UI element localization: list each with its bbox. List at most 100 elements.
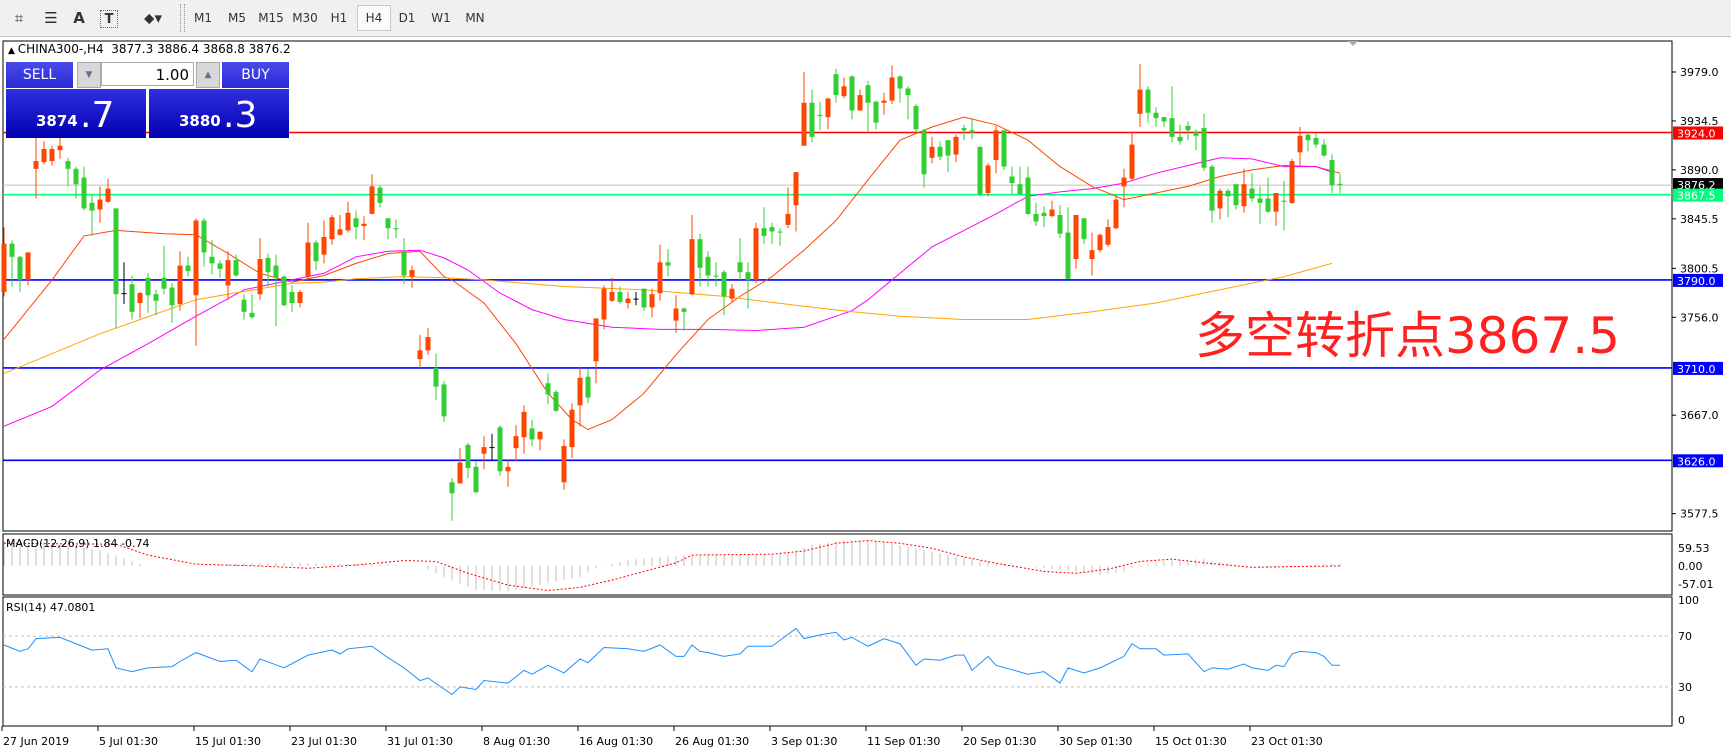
buy-price[interactable]: 3880 .3 xyxy=(149,89,289,138)
candle xyxy=(417,334,423,368)
timeframe-w1[interactable]: W1 xyxy=(431,11,451,25)
sell-price[interactable]: 3874 .7 xyxy=(6,89,146,138)
candle xyxy=(465,442,471,478)
candle-body xyxy=(1273,193,1279,212)
candle xyxy=(361,216,367,241)
candle-body xyxy=(425,337,431,351)
candle xyxy=(849,75,855,120)
candle-body xyxy=(545,383,551,395)
candle-body xyxy=(1161,117,1167,122)
candle xyxy=(1081,218,1087,244)
candle xyxy=(1217,188,1223,220)
candle xyxy=(473,461,479,494)
candle xyxy=(241,294,247,320)
timeframe-h4[interactable]: H4 xyxy=(357,5,391,31)
candle-body xyxy=(161,277,167,289)
lot-decrease-button[interactable]: ▼ xyxy=(77,62,101,88)
candle-body xyxy=(897,76,903,89)
elliott-wave-icon[interactable]: ⌗ xyxy=(14,9,24,27)
timeframe-m30[interactable]: M30 xyxy=(292,11,318,25)
candle xyxy=(633,292,639,306)
lot-size-input[interactable]: 1.00 xyxy=(101,62,194,86)
arrows-icon[interactable]: ⬥▾ xyxy=(143,9,163,27)
candle-body xyxy=(1185,125,1191,131)
candle xyxy=(1,227,7,297)
candle xyxy=(1297,127,1303,166)
candle xyxy=(841,77,847,99)
candle-body xyxy=(881,100,887,103)
candle xyxy=(137,292,143,319)
lot-increase-button[interactable]: ▲ xyxy=(196,62,220,88)
candle xyxy=(921,129,927,188)
timeframe-m15[interactable]: M15 xyxy=(258,11,284,25)
candle xyxy=(249,294,255,319)
candle xyxy=(425,328,431,355)
candle-body xyxy=(913,106,919,130)
candle xyxy=(705,251,711,287)
date-axis-label: 3 Sep 01:30 xyxy=(771,735,837,748)
candle xyxy=(1273,193,1279,226)
candle xyxy=(97,186,103,223)
macd-axis-label: -57.01 xyxy=(1678,578,1713,591)
candle-body xyxy=(361,223,367,226)
candle-body xyxy=(937,146,943,157)
candle xyxy=(617,286,623,305)
candle-body xyxy=(513,436,519,449)
timeframe-d1[interactable]: D1 xyxy=(398,11,416,25)
candle xyxy=(81,166,87,211)
candle xyxy=(689,215,695,296)
fibonacci-icon[interactable]: ☰ xyxy=(44,9,58,27)
candle-body xyxy=(433,367,439,387)
candle-body xyxy=(705,256,711,276)
moving-average-ma_fast xyxy=(3,116,1341,431)
candle xyxy=(497,425,503,476)
candle-body xyxy=(481,447,487,454)
symbol-ohlc: CHINA300-,H4 3877.3 3886.4 3868.8 3876.2 xyxy=(17,42,291,56)
timeframe-m5[interactable]: M5 xyxy=(228,11,246,25)
candle xyxy=(369,174,375,214)
candle-body xyxy=(1313,138,1319,145)
candle-body xyxy=(905,88,911,96)
candle-body xyxy=(569,409,575,448)
buy-button[interactable]: BUY xyxy=(222,62,289,88)
candle-body xyxy=(369,186,375,214)
candle-body xyxy=(145,277,151,296)
candle xyxy=(1073,215,1079,269)
candle-body xyxy=(201,220,207,253)
candle xyxy=(881,92,887,115)
candle-body xyxy=(465,444,471,468)
timeframe-h1[interactable]: H1 xyxy=(330,11,348,25)
timeframe-m1[interactable]: M1 xyxy=(194,11,212,25)
candle-body xyxy=(1289,161,1295,203)
candle xyxy=(1049,200,1055,218)
candle-body xyxy=(1041,212,1047,217)
text-label-icon[interactable]: T xyxy=(100,10,118,28)
candle-body xyxy=(1265,198,1271,212)
candle xyxy=(681,307,687,331)
candle-body xyxy=(417,350,423,360)
sell-price-pips: .7 xyxy=(80,95,115,136)
candle-body xyxy=(673,308,679,321)
candle-body xyxy=(729,288,735,299)
timeframe-mn[interactable]: MN xyxy=(465,11,485,25)
candle-body xyxy=(849,76,855,111)
candle-body xyxy=(1105,227,1111,245)
candle-body xyxy=(89,202,95,211)
candle-body xyxy=(193,220,199,296)
candle xyxy=(409,265,415,288)
collapse-triangle-icon[interactable]: ▲ xyxy=(8,46,18,56)
candle xyxy=(1233,184,1239,210)
candle-body xyxy=(25,252,31,280)
candle-body xyxy=(1241,184,1247,207)
candle xyxy=(817,101,823,131)
date-axis-label: 20 Sep 01:30 xyxy=(963,735,1036,748)
date-axis-label: 15 Oct 01:30 xyxy=(1155,735,1227,748)
candle-body xyxy=(137,293,143,303)
sell-button[interactable]: SELL xyxy=(6,62,73,88)
toolbar-separator xyxy=(180,4,185,32)
level-label: 3710.0 xyxy=(1677,363,1716,376)
candle xyxy=(1001,130,1007,170)
text-icon[interactable]: A xyxy=(73,9,85,27)
level-label: 3924.0 xyxy=(1677,128,1716,141)
